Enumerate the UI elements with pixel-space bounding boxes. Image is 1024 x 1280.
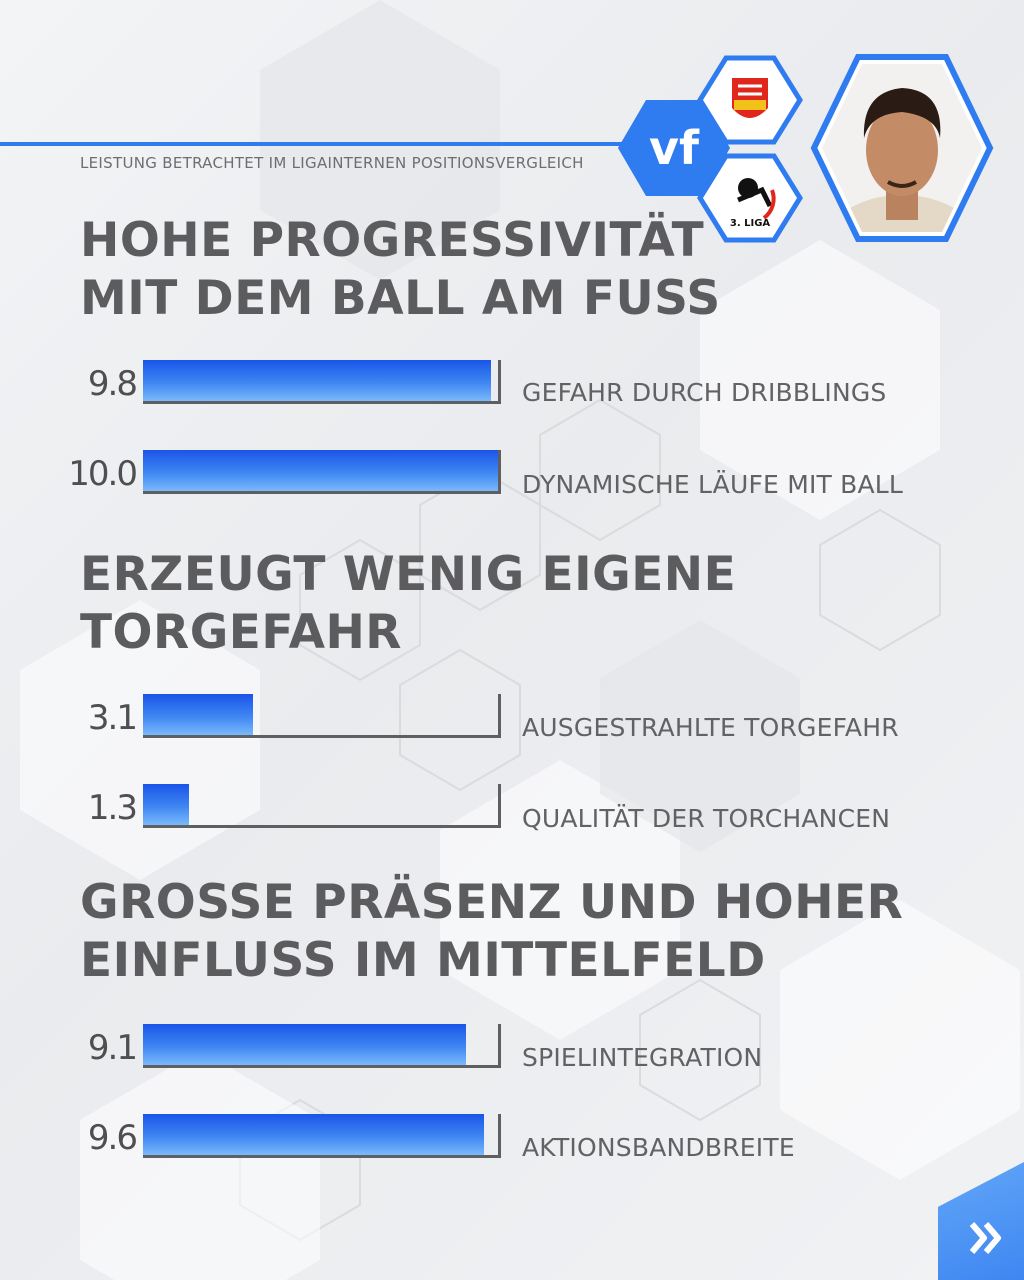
header-accent-line — [0, 142, 640, 146]
bar-fill — [143, 784, 189, 825]
league-logo-icon: 3. LIGA — [697, 153, 803, 243]
bar-track — [143, 450, 501, 494]
bar-fill — [143, 450, 498, 491]
bar-fill — [143, 1114, 484, 1155]
metric-label: AUSGESTRAHLTE TORGEFAHR — [522, 713, 899, 742]
metric-value: 9.1 — [87, 1028, 138, 1068]
bar-track — [143, 694, 501, 738]
bar-fill — [143, 360, 491, 401]
bar-track — [143, 360, 501, 404]
metric-label: DYNAMISCHE LÄUFE MIT BALL — [522, 470, 904, 499]
section-title-goal-threat: ERZEUGT WENIG EIGENE TORGEFAHR — [80, 547, 737, 660]
brand-logo: vf — [618, 100, 730, 196]
bar-track — [143, 1114, 501, 1158]
bar-fill — [143, 694, 253, 735]
league-label: 3. LIGA — [730, 218, 771, 229]
metric-label: AKTIONSBANDBREITE — [522, 1133, 795, 1162]
club-crest-icon — [697, 55, 803, 145]
double-chevron-right-icon — [969, 1222, 1001, 1254]
bar-track — [143, 1024, 501, 1068]
player-photo — [810, 54, 994, 242]
bar-fill — [143, 1024, 466, 1065]
section-title-progressivity: HOHE PROGRESSIVITÄT MIT DEM BALL AM FUSS — [80, 213, 721, 326]
brand-logo-text: vf — [649, 121, 700, 175]
bar-track — [143, 784, 501, 828]
metric-value: 10.0 — [68, 454, 138, 494]
header-badges: 3. LIGA vf — [618, 54, 994, 243]
metric-value: 9.8 — [87, 364, 138, 404]
metric-value: 3.1 — [87, 698, 138, 738]
metric-label: GEFAHR DURCH DRIBBLINGS — [522, 378, 887, 407]
metric-label: SPIELINTEGRATION — [522, 1043, 763, 1072]
page-subtitle: LEISTUNG BETRACHTET IM LIGAINTERNEN POSI… — [80, 154, 584, 172]
metric-value: 9.6 — [87, 1118, 138, 1158]
metric-label: QUALITÄT DER TORCHANCEN — [522, 804, 891, 833]
metric-value: 1.3 — [87, 788, 138, 828]
section-title-midfield: GROSSE PRÄSENZ UND HOHER EINFLUSS IM MIT… — [80, 875, 904, 988]
